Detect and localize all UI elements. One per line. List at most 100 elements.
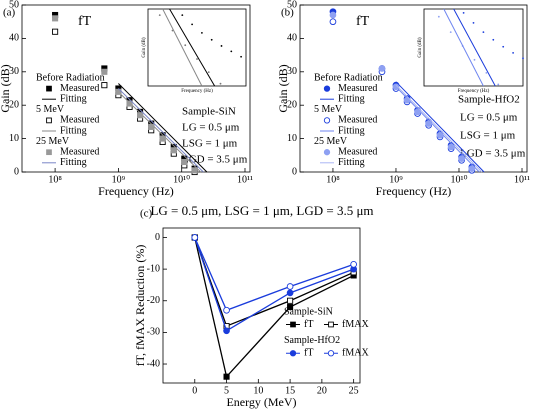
y-tick-label: 0 [155, 232, 160, 243]
series-line [453, 8, 496, 87]
marker [210, 38, 213, 41]
series-line [194, 237, 354, 379]
series-line [443, 8, 484, 87]
marker [512, 51, 514, 54]
legend-title: Before Radiation [314, 72, 383, 83]
y-tick-label: 0 [14, 166, 19, 177]
marker [52, 15, 59, 22]
legend-title: 25 MeV [36, 136, 70, 147]
marker [350, 261, 357, 268]
marker [170, 147, 177, 154]
annotation: Sample-SiN [182, 106, 236, 118]
x-tick-label: 10¹⁰ [173, 174, 190, 185]
series-line [118, 88, 204, 173]
marker [159, 135, 166, 142]
annotation: fT [356, 14, 370, 29]
legend-title: 5 MeV [314, 104, 343, 115]
marker [327, 350, 335, 357]
marker [414, 108, 421, 116]
x-axis-label: Frequency (Hz) [181, 89, 213, 94]
x-tick-label: 5 [224, 385, 229, 396]
series-line [162, 8, 203, 87]
marker [101, 68, 108, 75]
y-tick-label: 50 [9, 0, 19, 10]
y-axis-label: Gain (dB) [0, 64, 12, 112]
marker [191, 234, 199, 241]
legend-label: Measured [338, 115, 377, 126]
series-line [118, 83, 208, 173]
annotation: fT [78, 14, 92, 29]
marker [468, 165, 476, 173]
legend-label: Fitting [60, 93, 87, 104]
x-axis-label: Frequency (Hz) [376, 184, 452, 198]
x-tick-label: 10⁸ [48, 174, 62, 185]
marker [329, 18, 337, 26]
annotation: (c) [140, 208, 153, 220]
marker [286, 289, 294, 297]
marker [46, 117, 52, 124]
legend-label: Fitting [338, 93, 365, 104]
x-tick-label: 10¹¹ [237, 174, 253, 185]
legend-title: Sample-SiN [284, 306, 333, 317]
y-tick-label: 50 [287, 0, 297, 10]
annotation: (b) [281, 7, 294, 19]
marker [392, 83, 400, 91]
legend-label: Fitting [338, 157, 365, 168]
marker [181, 158, 188, 166]
y-tick-label: -40 [147, 358, 160, 369]
y-tick-label: -10 [147, 263, 160, 274]
marker [184, 44, 187, 47]
annotation: LSG = 1 μm [460, 130, 516, 142]
annotation: LG = 0.5 μm [460, 112, 518, 124]
marker [462, 11, 465, 14]
marker [148, 123, 155, 130]
marker [196, 58, 198, 60]
x-tick-label: 10⁸ [326, 174, 340, 185]
marker [436, 131, 444, 139]
marker [323, 117, 331, 124]
y-tick-label: 40 [287, 33, 297, 44]
y-tick-label: 20 [287, 99, 297, 110]
marker [328, 321, 334, 328]
marker [485, 72, 488, 74]
x-tick-label: 0 [192, 385, 197, 396]
annotation: (a) [3, 7, 16, 19]
y-tick-label: 10 [287, 133, 297, 144]
legend-label: fMAX [342, 319, 369, 330]
marker [289, 350, 297, 357]
x-axis-label: Frequency (Hz) [458, 89, 490, 94]
marker [126, 100, 133, 107]
marker [437, 15, 440, 18]
marker [191, 167, 198, 174]
marker [522, 57, 524, 60]
legend-title: Sample-HfO2 [284, 335, 340, 346]
marker [219, 82, 222, 85]
marker [115, 88, 122, 95]
legend-label: Fitting [60, 157, 87, 168]
legend-title: 25 MeV [314, 136, 348, 147]
marker [46, 85, 52, 92]
marker [46, 149, 52, 156]
plot-frame [147, 8, 247, 87]
annotation: Sample-HfO2 [458, 94, 520, 106]
legend-label: Measured [338, 83, 377, 94]
legend-label: fMAX [342, 348, 369, 359]
marker [323, 85, 331, 92]
annotation: LGD = 3.5 μm [182, 154, 248, 166]
marker [329, 11, 337, 19]
x-tick-label: 20 [317, 385, 327, 396]
y-tick-label: 20 [9, 99, 19, 110]
marker [230, 50, 233, 53]
marker [497, 83, 500, 86]
marker [323, 149, 331, 156]
annotation: LG = 0.5 μm [182, 122, 240, 134]
legend-label: Fitting [338, 125, 365, 136]
legend-label: Measured [338, 146, 377, 157]
marker [447, 143, 455, 151]
y-tick-label: 40 [9, 33, 19, 44]
marker [158, 14, 161, 17]
y-tick-label: 10 [9, 133, 19, 144]
marker [220, 45, 223, 47]
x-tick-label: 10¹¹ [514, 174, 530, 185]
